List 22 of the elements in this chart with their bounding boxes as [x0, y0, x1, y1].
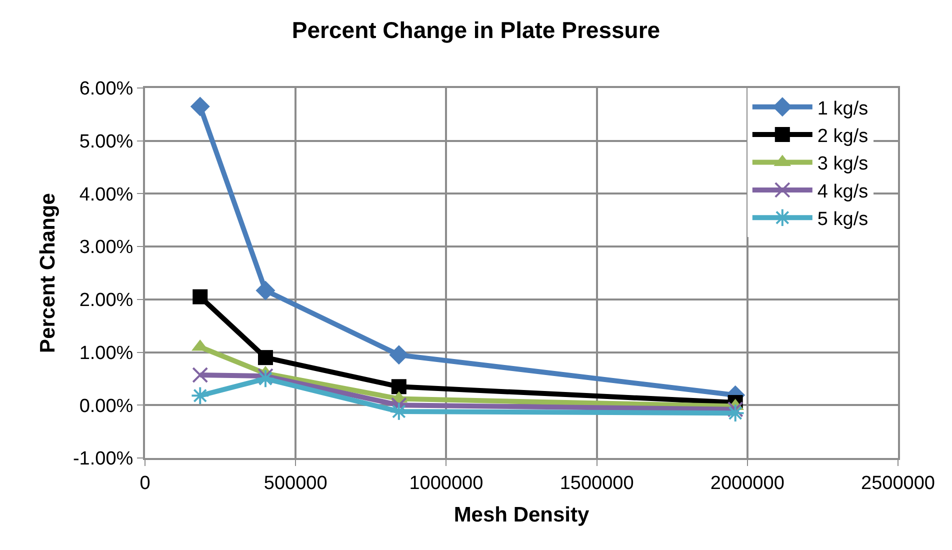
legend-label: 5 kg/s [817, 209, 868, 230]
y-tick-label: 6.00% [79, 78, 134, 100]
legend-label: 2 kg/s [817, 126, 868, 147]
x-tick-label: 1000000 [409, 472, 484, 494]
y-tick-label: 0.00% [79, 396, 134, 417]
y-tick-label: 3.00% [79, 237, 134, 258]
y-tick-label: -1.00% [72, 448, 134, 470]
x-tick-label: 2000000 [710, 472, 784, 494]
legend-label: 1 kg/s [817, 98, 868, 120]
x-tick-label: 0 [140, 472, 150, 494]
y-tick-label: 1.00% [79, 342, 134, 364]
y-tick-label: 4.00% [79, 184, 134, 206]
x-tick-label: 1500000 [560, 472, 634, 494]
legend-label: 3 kg/s [817, 154, 868, 175]
y-tick-label: 2.00% [79, 290, 134, 312]
y-tick-label: 5.00% [79, 132, 134, 153]
y-axis-title: Percent Change [36, 193, 60, 353]
x-axis-title: Mesh Density [454, 504, 590, 526]
chart-title: Percent Change in Plate Pressure [292, 17, 660, 44]
x-tick-label: 2500000 [861, 472, 935, 494]
x-tick-label: 500000 [264, 472, 328, 494]
legend-label: 4 kg/s [817, 181, 868, 202]
